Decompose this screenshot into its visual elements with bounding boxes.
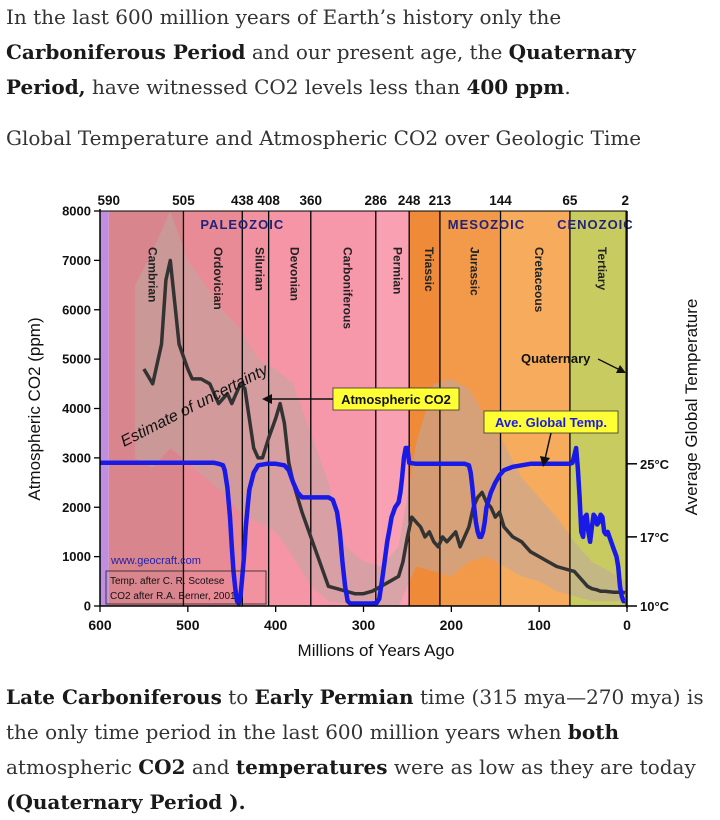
co2-series-line	[142, 258, 626, 596]
x-tick-label: 100	[527, 617, 551, 633]
y-axis-title: Atmospheric CO2 (ppm)	[25, 317, 44, 500]
outro-text-3: atmospheric	[6, 755, 139, 779]
period-label: Devonian	[288, 247, 302, 301]
credit-co2: CO2 after R.A. Berner, 2001	[110, 591, 236, 602]
top-tick-label: 2	[621, 193, 629, 208]
outro-paragraph: Late Carboniferous to Early Permian time…	[6, 680, 714, 820]
x-axis-title: Millions of Years Ago	[298, 641, 455, 660]
y2-axis-title: Average Global Temperature	[682, 299, 701, 516]
x-tick-label: 200	[440, 617, 464, 633]
y-tick-label: 5000	[62, 352, 91, 367]
x-tick-label: 300	[352, 617, 376, 633]
series-lines	[100, 258, 626, 606]
chart-container: Cambrian Ordovician Silurian Devonian Carbon…	[0, 185, 720, 675]
outro-bold-quaternary-period: (Quaternary Period ).	[6, 790, 246, 814]
co2-arrowhead	[262, 394, 272, 404]
y-tick-label: 3000	[62, 450, 91, 465]
outro-text-5: were as low as they are today	[387, 755, 696, 779]
top-tick-label: 408	[257, 193, 280, 208]
temp-callout-label: Ave. Global Temp.	[495, 415, 607, 430]
intro-bold-carboniferous: Carboniferous Period	[6, 40, 246, 64]
top-tick-label: 360	[300, 193, 323, 208]
quaternary-band	[625, 211, 627, 606]
intro-text-1: In the last 600 million years of Earth’s…	[6, 5, 562, 29]
era-labels: PALEOZOIC MESOZOIC CENOZOIC	[200, 217, 634, 232]
top-tick-label: 213	[429, 193, 452, 208]
uncertainty-band-group	[135, 211, 626, 606]
y-tick-label: 7000	[62, 253, 91, 268]
outro-text-4: and	[185, 755, 236, 779]
y2-tick-label: 10°C	[640, 599, 670, 614]
quaternary-arrow	[597, 358, 621, 371]
top-tick-label: 505	[172, 193, 195, 208]
era-label: PALEOZOIC	[200, 217, 284, 232]
intro-text-3: have witnessed CO2 levels less than	[85, 75, 467, 99]
chart-caption: Global Temperature and Atmospheric CO2 o…	[6, 126, 642, 150]
quaternary-arrowhead	[616, 365, 626, 373]
top-tick-label: 65	[562, 193, 578, 208]
period-label: Carboniferous	[340, 247, 354, 329]
credit-temp: Temp. after C. R. Scotese	[110, 576, 225, 587]
intro-text-4: .	[564, 75, 571, 99]
x-tick-label: 400	[264, 617, 288, 633]
y-tick-label: 8000	[62, 204, 91, 219]
outro-text-2: time (315 mya—270 mya) is the only time …	[6, 685, 704, 744]
credits-box	[105, 570, 267, 605]
period-label: Tertiary	[595, 247, 609, 290]
temp-callout-arrow	[544, 432, 552, 460]
x-tick-label: 0	[623, 617, 631, 633]
top-tick-label: 286	[365, 193, 388, 208]
temp-arrowhead	[540, 456, 550, 467]
y-tick-label: 6000	[62, 302, 91, 317]
uncertainty-band	[135, 211, 626, 606]
top-tick-label: 248	[398, 193, 421, 208]
era-label: CENOZOIC	[557, 217, 634, 232]
period-label: Permian	[390, 247, 404, 294]
period-label: Triassic	[422, 247, 436, 292]
x-tick-label: 600	[88, 617, 112, 633]
period-label: Cretaceous	[532, 247, 546, 313]
top-tick-label: 590	[98, 193, 121, 208]
period-labels: Cambrian Ordovician Silurian Devonian Carbon…	[145, 247, 609, 329]
outro-bold-both: both	[567, 720, 619, 744]
y-tick-label: 4000	[62, 401, 91, 416]
y2-tick-label: 17°C	[640, 530, 670, 545]
y2-tick-label: 25°C	[640, 457, 670, 472]
x-tick-label: 500	[176, 617, 200, 633]
precambrian-band	[100, 211, 109, 606]
outro-bold-co2: CO2	[138, 755, 186, 779]
intro-bold-quaternary: Quaternary Period,	[6, 40, 636, 99]
outro-bold-late-carboniferous: Late Carboniferous	[6, 685, 222, 709]
top-tick-label: 144	[489, 193, 512, 208]
co2-callout-label: Atmospheric CO2	[341, 392, 451, 407]
source-url: www.geocraft.com	[110, 555, 201, 567]
period-label: Jurassic	[468, 247, 482, 296]
period-label: Silurian	[252, 247, 266, 291]
era-label: MESOZOIC	[448, 217, 525, 232]
co2-temperature-chart: Cambrian Ordovician Silurian Devonian Carbon…	[25, 193, 701, 660]
intro-text-2: and our present age, the	[245, 40, 509, 64]
intro-bold-400ppm: 400 ppm	[466, 75, 565, 99]
temperature-series-line	[100, 445, 626, 606]
intro-paragraph: In the last 600 million years of Earth’s…	[6, 0, 714, 105]
outro-text-1: to	[221, 685, 255, 709]
y-tick-label: 1000	[62, 549, 91, 564]
period-band	[569, 211, 626, 606]
quaternary-annotation: Quaternary	[521, 351, 591, 366]
top-tick-label: 438	[231, 193, 254, 208]
period-label: Ordovician	[211, 247, 225, 310]
outro-bold-early-permian: Early Permian	[254, 685, 414, 709]
y-tick-label: 0	[84, 599, 91, 614]
y-tick-label: 2000	[62, 500, 91, 515]
period-label: Cambrian	[145, 247, 159, 302]
outro-bold-temperatures: temperatures	[235, 755, 388, 779]
